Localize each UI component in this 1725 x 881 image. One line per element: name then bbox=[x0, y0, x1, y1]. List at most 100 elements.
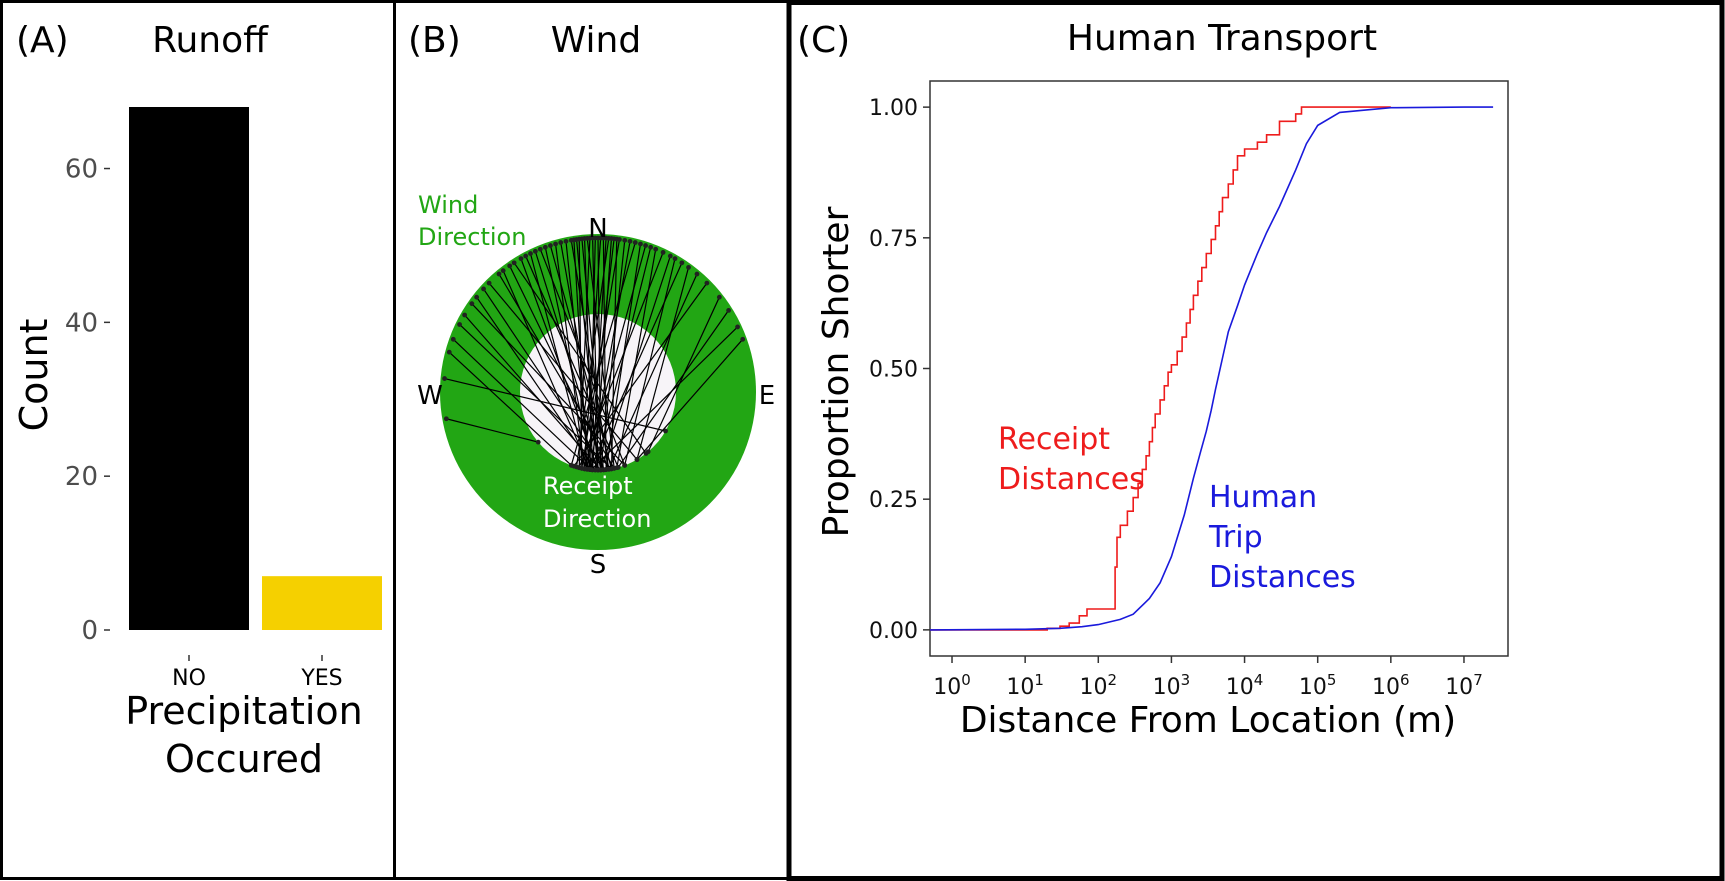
wind-receipt-link bbox=[448, 351, 572, 466]
wind-point bbox=[667, 253, 673, 259]
panel-b-title: Wind bbox=[551, 20, 641, 61]
panel-b-tag: (B) bbox=[408, 20, 461, 61]
x-tick-label: 102 bbox=[1080, 671, 1118, 700]
receipt-label-line1: Receipt bbox=[998, 422, 1110, 457]
wind-receipt-link bbox=[565, 241, 591, 470]
wind-point bbox=[474, 294, 480, 300]
bar-yes bbox=[262, 576, 382, 630]
wind-point bbox=[443, 416, 449, 422]
wind-point bbox=[622, 237, 628, 243]
receipt-label-line2: Distances bbox=[998, 462, 1145, 497]
receipt-point bbox=[622, 462, 628, 468]
receipt-point bbox=[645, 449, 651, 455]
wind-point bbox=[496, 271, 502, 277]
wind-receipt-link bbox=[616, 249, 657, 468]
wind-point bbox=[542, 244, 548, 250]
wind-point bbox=[679, 260, 685, 266]
receipt-point bbox=[588, 467, 594, 473]
wind-receipt-link bbox=[581, 239, 621, 469]
y-tick-label: 0 bbox=[81, 616, 98, 646]
compass-n: N bbox=[588, 214, 607, 244]
x-axis-label-line1: Precipitation bbox=[125, 689, 363, 733]
wind-point bbox=[563, 238, 569, 244]
wind-point bbox=[518, 256, 524, 262]
wind-point bbox=[548, 243, 553, 248]
x-tick-label: 107 bbox=[1445, 671, 1483, 700]
x-axis-label: Distance From Location (m) bbox=[960, 700, 1456, 741]
human-label-line3: Distances bbox=[1209, 560, 1356, 595]
wind-point bbox=[450, 336, 456, 342]
wind-receipt-link bbox=[608, 273, 698, 470]
receipt-point bbox=[663, 428, 668, 434]
bar-no bbox=[129, 107, 249, 630]
wind-receipt-link bbox=[539, 248, 626, 466]
wind-point bbox=[442, 376, 447, 381]
y-tick-label: 0.00 bbox=[869, 619, 918, 644]
wind-receipt-link bbox=[590, 326, 738, 471]
wind-point bbox=[481, 286, 486, 292]
wind-receipt-link bbox=[583, 245, 647, 469]
receipt-point bbox=[582, 466, 587, 472]
wind-point bbox=[735, 324, 740, 330]
ring-label-line1: Wind bbox=[418, 191, 478, 219]
wind-receipt-link bbox=[589, 241, 631, 470]
panel-c-frame bbox=[786, 0, 1725, 881]
receipt-distances-line bbox=[930, 106, 1391, 631]
wind-point bbox=[500, 268, 506, 274]
receipt-point bbox=[592, 467, 598, 473]
wind-point bbox=[511, 260, 517, 266]
y-tick-label: 60 bbox=[65, 155, 98, 185]
y-tick-label: 0.75 bbox=[869, 227, 918, 252]
wind-point bbox=[486, 280, 492, 286]
wind-receipt-link bbox=[554, 243, 586, 469]
wind-receipt-link bbox=[529, 253, 588, 470]
wind-point bbox=[462, 312, 468, 318]
receipt-point bbox=[606, 466, 612, 472]
x-tick-label: 105 bbox=[1299, 671, 1337, 700]
wind-point bbox=[617, 237, 622, 242]
wind-receipt-link bbox=[444, 377, 666, 432]
wind-receipt-link bbox=[589, 262, 683, 470]
wind-point bbox=[507, 263, 513, 269]
wind-point bbox=[653, 246, 659, 252]
wind-point bbox=[643, 243, 648, 248]
wind-point bbox=[532, 248, 538, 254]
wind-point bbox=[660, 250, 666, 255]
wind-point bbox=[523, 253, 529, 259]
y-tick-label: 40 bbox=[65, 308, 98, 338]
wind-point bbox=[528, 251, 533, 256]
inner-label-line1: Receipt bbox=[543, 472, 633, 500]
wind-receipt-link bbox=[483, 288, 606, 471]
panel-a-tag: (A) bbox=[16, 20, 69, 61]
panel-wind: (B) Wind N E S W Wind Direction Receipt Directi… bbox=[408, 20, 775, 580]
wind-point bbox=[648, 244, 654, 250]
y-axis-label: Count bbox=[12, 319, 56, 432]
wind-receipt-link bbox=[570, 240, 610, 470]
receipt-point bbox=[535, 439, 541, 445]
compass-s: S bbox=[590, 550, 607, 580]
wind-point bbox=[638, 241, 643, 247]
wind-receipt-link bbox=[594, 247, 652, 471]
x-tick-label: 100 bbox=[933, 671, 971, 700]
receipt-point bbox=[598, 467, 604, 473]
receipt-point bbox=[576, 465, 582, 471]
panel-human-transport: (C) Human Transport 0.00 0.25 0.50 0.75 1.00… bbox=[797, 18, 1509, 741]
wind-receipt-link bbox=[636, 338, 744, 460]
receipt-point bbox=[571, 463, 577, 469]
x-tick-label: 101 bbox=[1006, 671, 1044, 700]
x-axis-label-line2: Occured bbox=[165, 737, 323, 781]
wind-link-plot: N E S W Wind Direction Receipt Direction bbox=[417, 191, 775, 580]
wind-point bbox=[446, 349, 452, 355]
wind-point bbox=[672, 256, 678, 262]
x-tick-label: YES bbox=[300, 666, 342, 691]
wind-point bbox=[694, 271, 700, 277]
wind-point bbox=[553, 241, 558, 247]
wind-point bbox=[627, 238, 633, 244]
wind-point bbox=[469, 301, 475, 307]
wind-point bbox=[726, 307, 731, 313]
x-tick-label: 104 bbox=[1226, 671, 1264, 700]
panel-a-title: Runoff bbox=[152, 20, 269, 61]
human-trip-distances-line bbox=[929, 106, 1494, 631]
x-tick-label: 103 bbox=[1153, 671, 1191, 700]
